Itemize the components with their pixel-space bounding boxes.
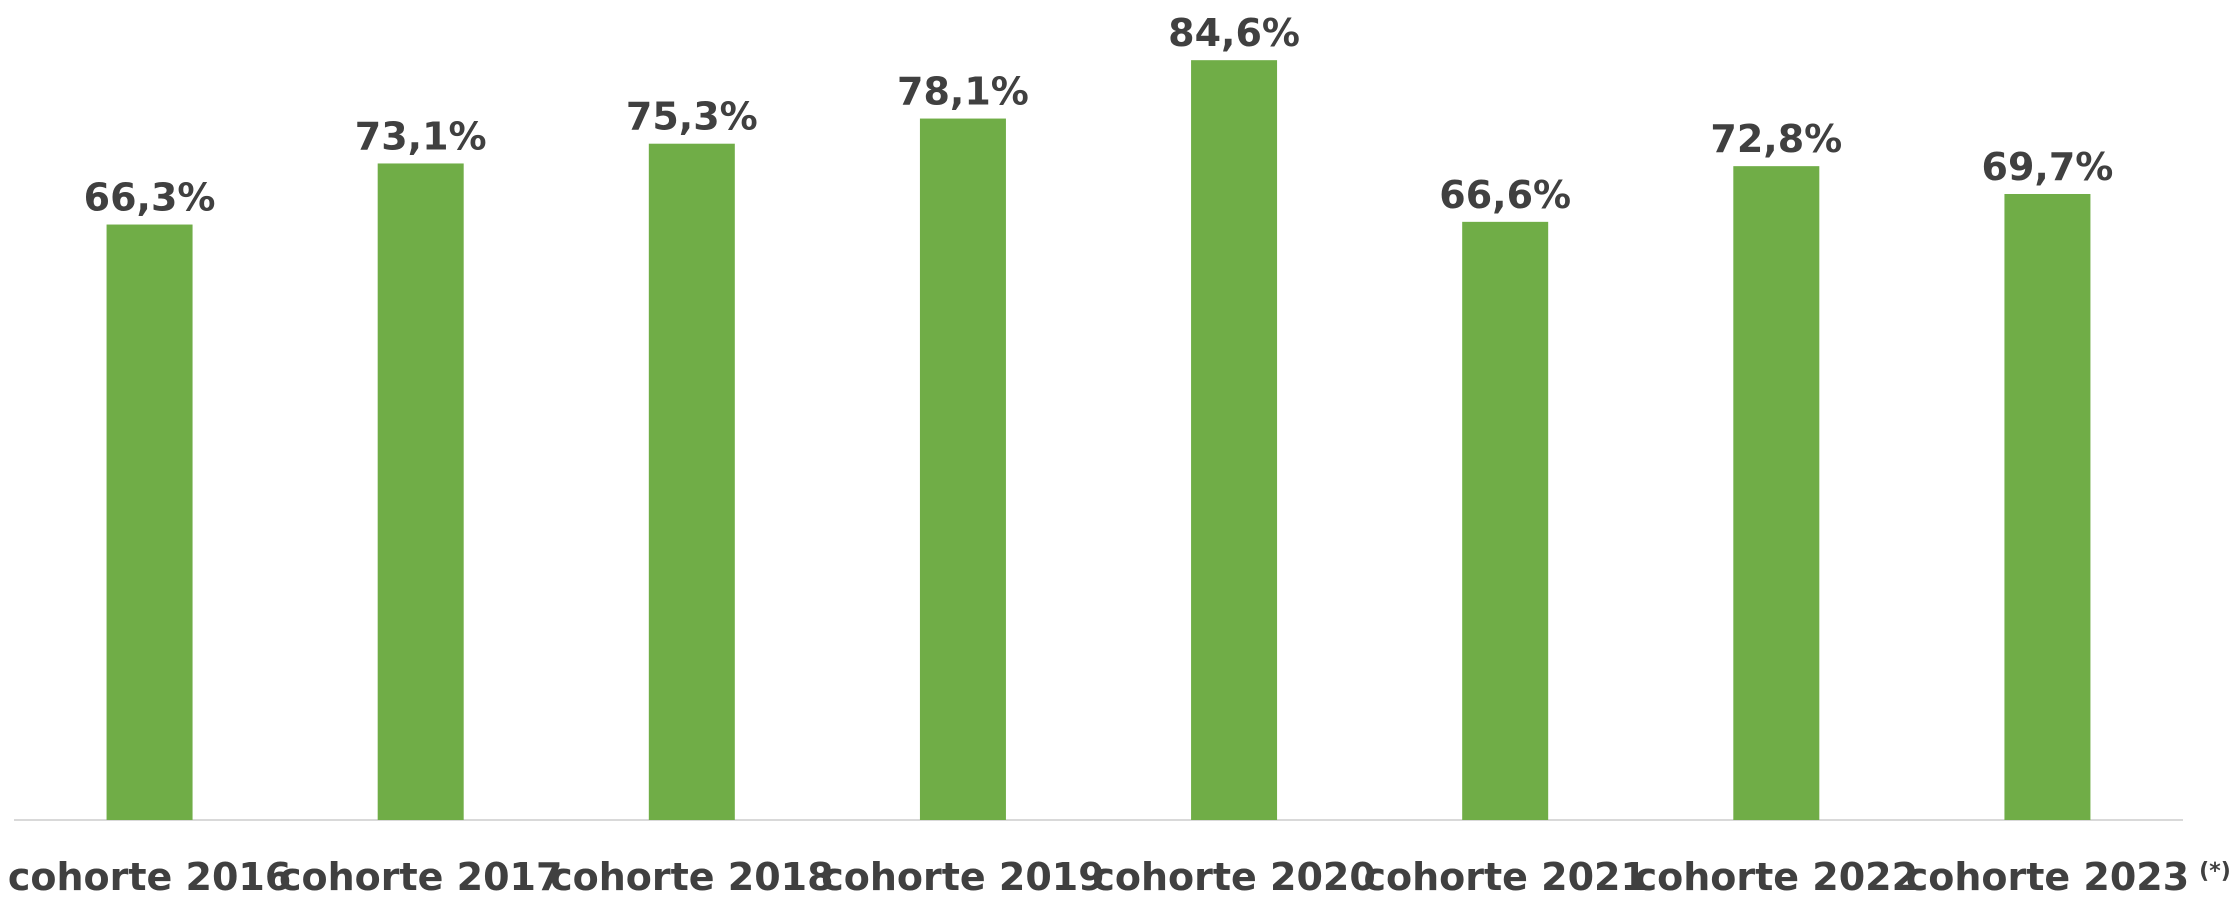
bar — [106, 224, 193, 821]
bar — [1462, 221, 1549, 820]
x-tick-label: cohorte 2021 — [1363, 855, 1646, 899]
annotation: (*) — [2199, 859, 2231, 884]
bar — [919, 118, 1006, 821]
value-label: 73,1% — [355, 114, 487, 158]
bar — [648, 143, 735, 820]
value-label: 69,7% — [1982, 145, 2114, 189]
x-tick-label: cohorte 2016 — [8, 855, 291, 899]
x-tick-label: cohorte 2020 — [1092, 855, 1375, 899]
value-label: 72,8% — [1710, 117, 1842, 161]
x-tick-label: cohorte 2018 — [550, 855, 833, 899]
value-label: 75,3% — [626, 95, 758, 139]
bar — [2004, 193, 2091, 820]
value-label: 66,3% — [84, 176, 216, 220]
x-tick-label: cohorte 2023 — [1906, 855, 2189, 899]
value-label: 66,6% — [1439, 173, 1571, 217]
bar — [1733, 166, 1820, 821]
x-tick-label: cohorte 2017 — [279, 855, 562, 899]
value-label: 84,6% — [1168, 11, 1300, 55]
value-label: 78,1% — [897, 70, 1029, 114]
x-tick-label: cohorte 2019 — [821, 855, 1104, 899]
x-tick-label: cohorte 2022 — [1635, 855, 1918, 899]
bar — [377, 163, 464, 820]
bar — [1191, 60, 1278, 821]
